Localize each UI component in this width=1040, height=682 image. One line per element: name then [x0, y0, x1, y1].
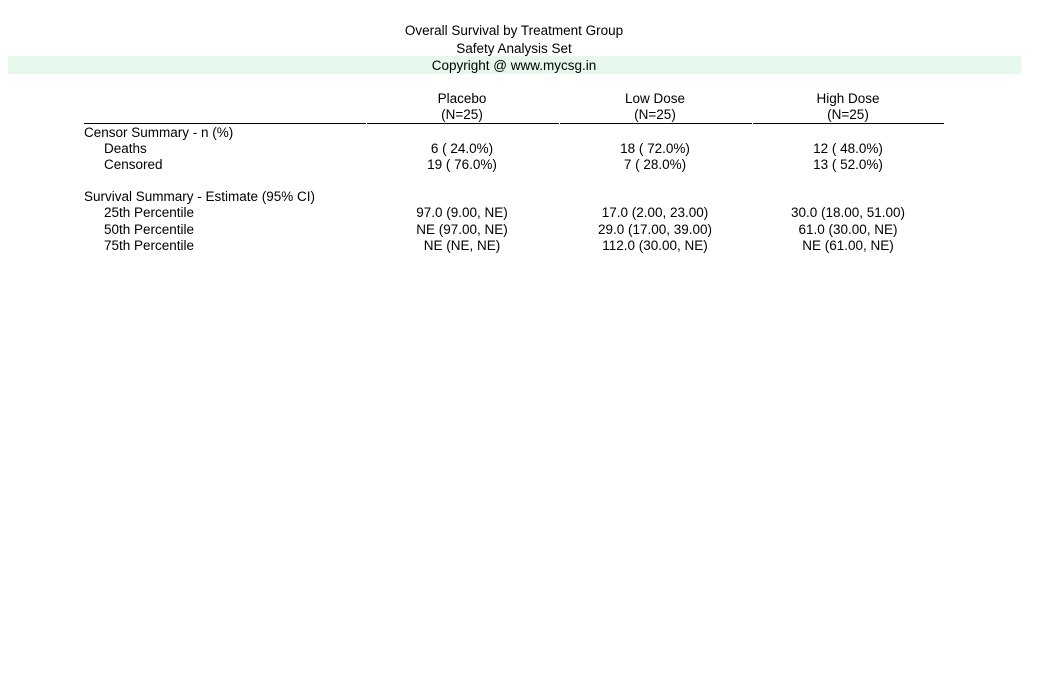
table-row: Censored 19 ( 76.0%) 7 ( 28.0%) 13 ( 52.…: [84, 157, 944, 173]
row-label: Deaths: [104, 141, 147, 156]
column-n: (N=25): [441, 107, 483, 122]
row-label: Censored: [104, 157, 163, 172]
section-heading: Censor Summary - n (%): [84, 125, 234, 140]
cell-placebo: 19 ( 76.0%): [427, 157, 497, 172]
row-label: 25th Percentile: [104, 205, 195, 220]
column-header-low-dose: Low Dose (N=25): [560, 91, 750, 123]
report-title: Overall Survival by Treatment Group: [404, 23, 624, 38]
header-rule-gap: [366, 123, 367, 124]
cell-high-dose: 12 ( 48.0%): [813, 141, 883, 156]
cell-placebo: NE (97.00, NE): [416, 222, 508, 237]
column-name: Low Dose: [624, 91, 686, 106]
table-row: 75th Percentile NE (NE, NE) 112.0 (30.00…: [84, 238, 944, 254]
row-label: 50th Percentile: [104, 222, 195, 237]
cell-high-dose: 13 ( 52.0%): [813, 157, 883, 172]
cell-low-dose: 29.0 (17.00, 39.00): [597, 222, 713, 237]
cell-high-dose: 30.0 (18.00, 51.00): [790, 205, 906, 220]
cell-low-dose: 17.0 (2.00, 23.00): [601, 205, 709, 220]
copyright-line: Copyright @ www.mycsg.in: [431, 58, 597, 73]
row-label: 75th Percentile: [104, 238, 195, 253]
header-rule-gap: [752, 123, 753, 124]
cell-placebo: 97.0 (9.00, NE): [416, 205, 508, 220]
copyright-band: [8, 56, 1021, 74]
header-rule: [84, 123, 944, 124]
cell-low-dose: 7 ( 28.0%): [623, 157, 687, 172]
table-row: 25th Percentile 97.0 (9.00, NE) 17.0 (2.…: [84, 205, 944, 221]
cell-placebo: 6 ( 24.0%): [430, 141, 494, 156]
cell-high-dose: 61.0 (30.00, NE): [798, 222, 898, 237]
section-heading-row: Censor Summary - n (%): [84, 125, 944, 141]
column-header-placebo: Placebo (N=25): [367, 91, 557, 123]
section-heading: Survival Summary - Estimate (95% CI): [84, 189, 316, 204]
column-n: (N=25): [634, 107, 676, 122]
column-header-high-dose: High Dose (N=25): [753, 91, 943, 123]
cell-high-dose: NE (61.00, NE): [802, 238, 894, 253]
column-n: (N=25): [827, 107, 869, 122]
cell-low-dose: 112.0 (30.00, NE): [602, 238, 708, 253]
cell-low-dose: 18 ( 72.0%): [620, 141, 690, 156]
column-name: Placebo: [437, 91, 487, 106]
column-name: High Dose: [816, 91, 880, 106]
header-rule-gap: [559, 123, 560, 124]
section-heading-row: Survival Summary - Estimate (95% CI): [84, 189, 944, 205]
table-row: 50th Percentile NE (97.00, NE) 29.0 (17.…: [84, 222, 944, 238]
analysis-set-subtitle: Safety Analysis Set: [456, 41, 572, 56]
cell-placebo: NE (NE, NE): [423, 238, 501, 253]
table-row: Deaths 6 ( 24.0%) 18 ( 72.0%) 12 ( 48.0%…: [84, 141, 944, 157]
